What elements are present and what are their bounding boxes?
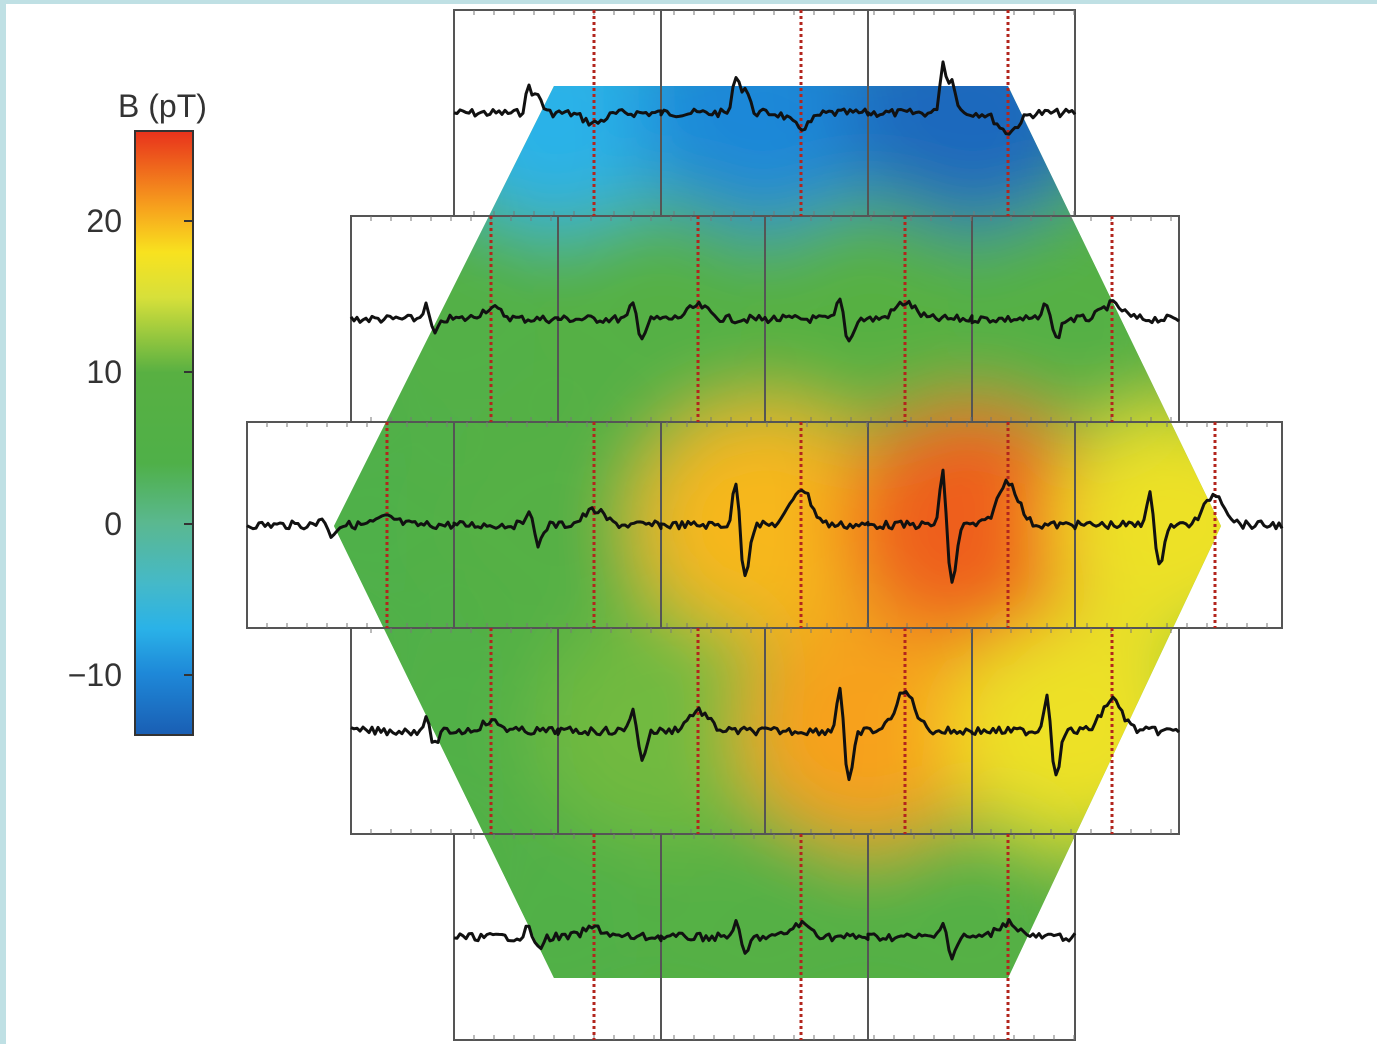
mcg-field-map <box>6 4 1377 1044</box>
field-value-blob <box>843 4 1100 232</box>
figure-canvas: B (pT) 20 10 0 −10 <box>6 4 1377 1044</box>
